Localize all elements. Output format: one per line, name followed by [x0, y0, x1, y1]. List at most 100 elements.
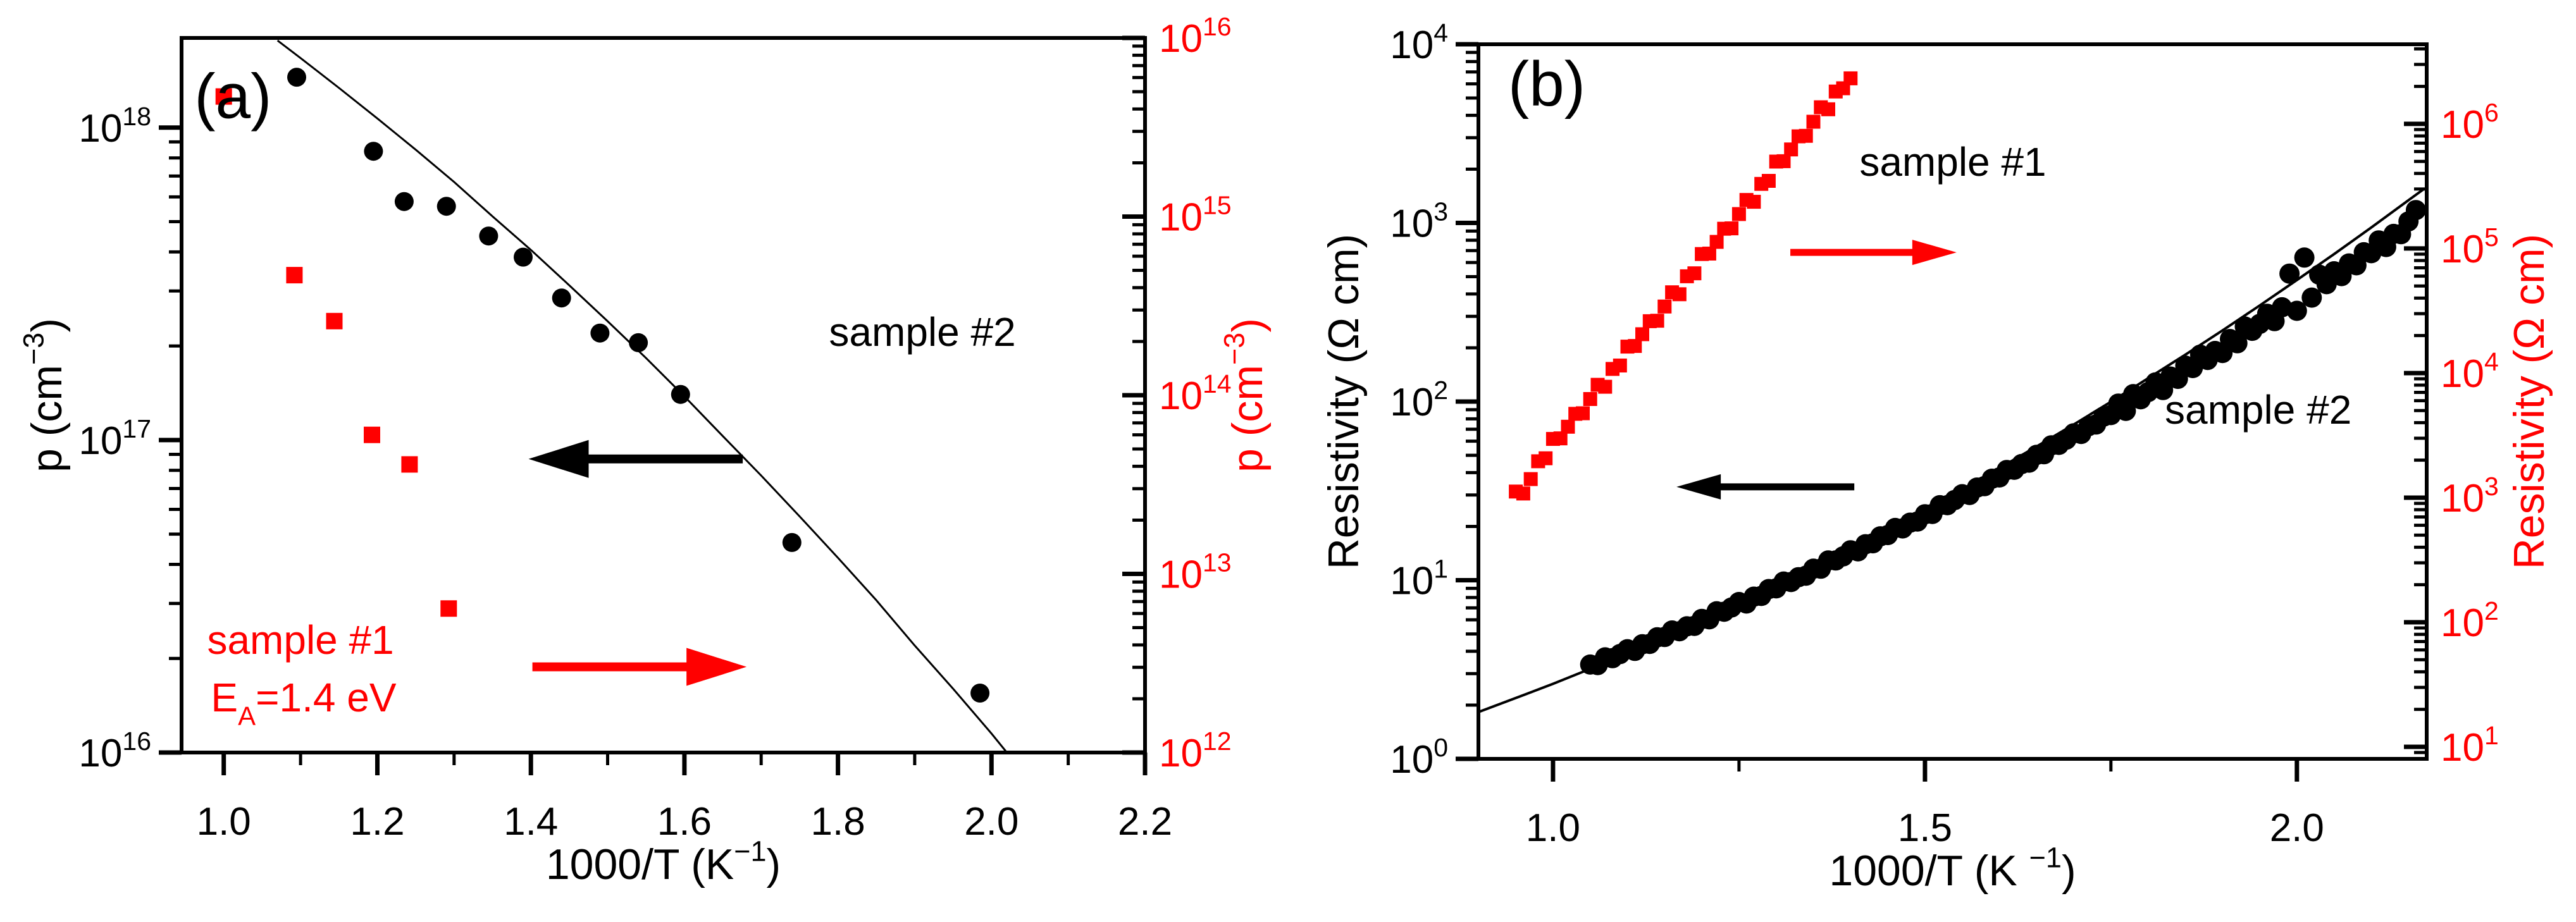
text-part: 10 — [2441, 228, 2484, 271]
superscript-part: 3 — [2484, 472, 2499, 501]
data-point-circle — [782, 532, 802, 552]
text-part: sample #1 — [207, 617, 393, 663]
text-part: ) — [767, 840, 781, 888]
data-point-circle — [552, 288, 571, 308]
a-left-tick-label: 1017 — [78, 414, 151, 463]
data-point-circle — [2115, 400, 2136, 421]
data-point-square — [1799, 128, 1813, 143]
data-point-square — [1725, 221, 1739, 236]
data-layer-a — [215, 39, 1008, 753]
text-part: 1000/T (K — [546, 840, 734, 888]
a-x-tick-label: 1.0 — [197, 800, 251, 844]
data-point-square — [215, 88, 232, 105]
superscript-part: 4 — [2484, 347, 2499, 376]
superscript-part: 1 — [2484, 721, 2499, 750]
a-label-sample-2: sample #2 — [829, 309, 1015, 355]
text-part: 10 — [2441, 477, 2484, 520]
superscript-part: 18 — [122, 102, 151, 131]
text-part: E — [211, 675, 238, 720]
data-point-square — [1821, 102, 1835, 116]
text-part: 10 — [2441, 103, 2484, 147]
b-left-tick-label: 101 — [1390, 555, 1448, 603]
text-part: ) — [1223, 318, 1272, 333]
data-point-square — [1539, 451, 1553, 465]
superscript-part: 5 — [2484, 223, 2499, 252]
data-point-circle — [629, 333, 648, 352]
superscript-part: 3 — [1434, 197, 1448, 226]
data-point-square — [1784, 142, 1799, 157]
superscript-part: −1 — [734, 835, 766, 867]
b-series-sample-2 — [1580, 200, 2426, 675]
superscript-part: 4 — [1434, 18, 1448, 47]
text-part: 10 — [1390, 738, 1434, 782]
superscript-part: 13 — [1203, 548, 1232, 577]
text-part: 10 — [2441, 726, 2484, 770]
text-part: 10 — [2441, 601, 2484, 645]
text-part: 1000/T (K — [1829, 847, 2029, 895]
a-right-tick-label: 1015 — [1159, 191, 1232, 240]
superscript-part: 12 — [1203, 727, 1232, 756]
text-part: 1.0 — [197, 800, 251, 844]
data-point-square — [440, 600, 457, 617]
data-point-circle — [2294, 247, 2315, 268]
text-part: 1.4 — [504, 800, 558, 844]
arrow-head — [528, 439, 589, 478]
data-point-circle — [287, 68, 306, 87]
b-label-sample-2: sample #2 — [2165, 387, 2351, 433]
a-x-tick-label: 2.2 — [1118, 800, 1172, 844]
text-part: ) — [2062, 847, 2076, 895]
data-point-square — [1843, 71, 1858, 85]
data-point-square — [1613, 359, 1627, 372]
data-point-circle — [394, 192, 414, 211]
text-part: 10 — [78, 732, 122, 775]
data-point-square — [1761, 174, 1776, 188]
b-x-tick-label: 1.0 — [1526, 806, 1580, 850]
data-point-square — [1672, 287, 1687, 302]
data-point-square — [1731, 207, 1746, 221]
data-point-square — [401, 456, 418, 473]
a-right-tick-label: 1016 — [1159, 12, 1232, 61]
a-panel-label-a: (a) — [194, 61, 271, 132]
superscript-part: 0 — [1434, 733, 1448, 762]
data-point-circle — [970, 684, 990, 703]
b-left-axis-arrow — [1676, 474, 1855, 500]
b-x-tick-label: 1.5 — [1898, 806, 1952, 850]
text-part: Resistivity (Ω cm) — [1320, 234, 1368, 570]
data-point-circle — [364, 142, 383, 161]
b-series-sample-1 — [1509, 71, 1858, 501]
text-part: 10 — [1159, 732, 1203, 775]
subscript-part: A — [238, 701, 256, 730]
superscript-part: −3 — [1218, 333, 1250, 365]
a-fit-line — [276, 39, 1008, 753]
data-point-square — [1702, 247, 1716, 261]
a-label-activation-energy: EA=1.4 eV — [211, 675, 396, 730]
data-point-circle — [2227, 333, 2248, 353]
data-point-circle — [437, 197, 456, 216]
a-x-tick-label: 1.2 — [350, 800, 404, 844]
text-part: ) — [23, 318, 71, 333]
a-right-tick-label: 1013 — [1159, 548, 1232, 597]
text-part: 10 — [78, 419, 122, 463]
a-left-tick-label: 1018 — [78, 102, 151, 151]
superscript-part: 2 — [1434, 376, 1448, 405]
a-series-sample-1 — [215, 88, 457, 617]
text-part: (a) — [194, 61, 271, 132]
b-left-tick-label: 102 — [1390, 376, 1448, 424]
panel-b: 1.0 1.5 2.01001011021031041011021031041051… — [1320, 18, 2553, 895]
data-point-square — [1806, 114, 1821, 129]
a-left-axis-arrow — [528, 439, 743, 478]
a-left-tick-label: 1016 — [78, 727, 151, 775]
text-part: p (cm — [1223, 365, 1272, 472]
b-right-tick-label: 106 — [2441, 98, 2499, 147]
data-layer-b — [1478, 71, 2426, 713]
text-part: 1.6 — [657, 800, 712, 844]
data-point-square — [1628, 339, 1642, 353]
text-part: (b) — [1508, 49, 1585, 120]
a-right-tick-label: 1012 — [1159, 727, 1232, 775]
data-point-circle — [590, 323, 610, 343]
a-right-axis-title: p (cm−3) — [1218, 318, 1272, 472]
b-panel-label-b: (b) — [1508, 49, 1585, 120]
superscript-part: 6 — [2484, 98, 2499, 127]
